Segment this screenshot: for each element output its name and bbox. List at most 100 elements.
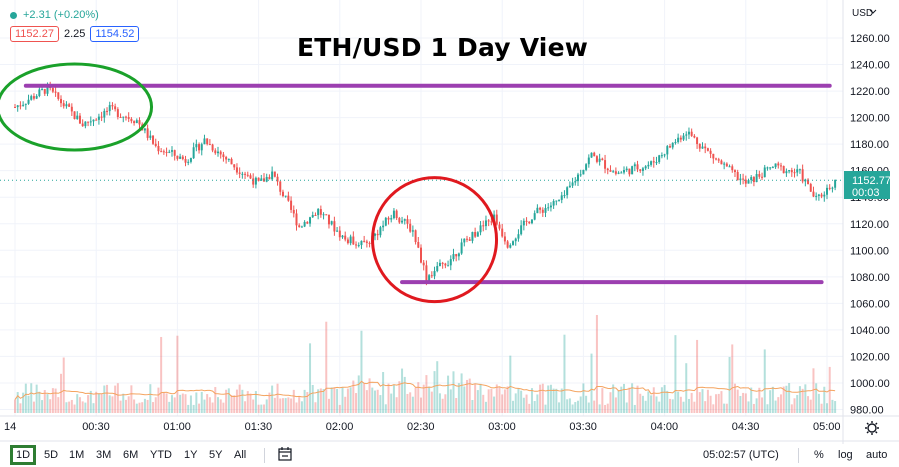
volume-bar xyxy=(322,389,325,413)
candle-body xyxy=(474,232,477,237)
candle-body xyxy=(512,241,515,246)
price-tick-label: 1060.00 xyxy=(850,298,890,310)
volume-bar xyxy=(595,314,598,413)
volume-bar xyxy=(436,361,439,413)
volume-bar xyxy=(165,393,168,413)
volume-bar xyxy=(373,390,376,413)
candle-body xyxy=(471,232,474,241)
chevron-down-icon[interactable] xyxy=(869,9,877,14)
candle-body xyxy=(165,151,168,153)
volume-bar xyxy=(568,398,571,413)
volume-bar xyxy=(244,401,247,413)
candle-body xyxy=(558,199,561,201)
time-tick-label: 01:30 xyxy=(245,421,273,433)
time-axis[interactable]: 14 00:30 01:00 01:30 02:00 02:30 03:00 03:30 04:… xyxy=(4,421,841,433)
candle-body xyxy=(593,152,596,157)
timeframe-1y-button[interactable]: 1Y xyxy=(184,449,198,461)
volume-bar xyxy=(16,392,19,413)
candle-body xyxy=(460,242,463,254)
volume-bar xyxy=(517,388,520,413)
countdown-label: 00:03 xyxy=(852,187,880,199)
volume-bar xyxy=(587,402,590,413)
calendar-range-icon[interactable] xyxy=(278,447,292,461)
volume-bar xyxy=(38,391,41,413)
volume-bar xyxy=(417,382,420,413)
utc-clock[interactable]: 05:02:57 (UTC) xyxy=(703,449,779,461)
candle-body xyxy=(35,95,38,99)
candle-body xyxy=(22,104,25,106)
candle-body xyxy=(260,178,263,181)
volume-bar xyxy=(593,400,596,413)
candle-body xyxy=(425,265,428,281)
timeframe-1d-button[interactable]: 1D xyxy=(10,445,37,465)
timeframe-5d-button[interactable]: 5D xyxy=(44,449,59,461)
volume-bar xyxy=(460,373,463,413)
volume-bar xyxy=(655,396,658,413)
volume-bar xyxy=(763,349,766,413)
candle-body xyxy=(595,156,598,162)
candle-body xyxy=(763,167,766,178)
log-scale-button[interactable]: log xyxy=(838,449,853,461)
volume-bar xyxy=(346,388,349,413)
legend-header: +2.31 (+0.20%) 1152.27 2.25 1154.52 xyxy=(10,9,140,42)
volume-bar xyxy=(57,397,60,413)
candle-body xyxy=(514,238,517,242)
candle-body xyxy=(51,88,54,92)
candle-body xyxy=(214,150,217,154)
candle-body xyxy=(103,110,106,118)
timeframe-ytd-button[interactable]: YTD xyxy=(150,449,172,461)
candle-body xyxy=(189,158,192,162)
volume-bar xyxy=(170,395,173,413)
candle-body xyxy=(549,205,552,208)
volume-bar xyxy=(690,392,693,413)
volume-bar xyxy=(206,394,209,413)
volume-bar xyxy=(114,385,117,413)
volume-bar xyxy=(330,387,333,413)
volume-bar xyxy=(815,383,818,413)
ask-price-button[interactable]: 1154.52 xyxy=(90,26,140,42)
candle-body xyxy=(19,105,22,107)
price-tick-label: 1080.00 xyxy=(850,272,890,284)
volume-bar xyxy=(479,383,482,413)
candle-body xyxy=(628,168,631,175)
volume-bar xyxy=(750,387,753,413)
candle-body xyxy=(133,121,136,124)
timeframe-3m-button[interactable]: 3M xyxy=(96,449,112,461)
volume-bar xyxy=(246,391,249,413)
candle-body xyxy=(14,106,16,108)
candle-body xyxy=(387,217,390,220)
percent-scale-button[interactable]: % xyxy=(814,449,824,461)
volume-bar xyxy=(368,378,371,413)
timeframe-all-button[interactable]: All xyxy=(234,449,247,461)
volume-bar xyxy=(143,398,146,413)
price-axis[interactable]: 980.00 1000.00 1020.00 1040.00 1060.00 1080.0… xyxy=(850,33,890,417)
candle-body xyxy=(498,224,501,229)
timeframe-5y-button[interactable]: 5Y xyxy=(209,449,223,461)
candle-body xyxy=(122,116,125,118)
time-tick-label: 01:00 xyxy=(163,421,191,433)
candle-body xyxy=(162,151,165,153)
status-dot-icon xyxy=(10,11,17,19)
candle-body xyxy=(135,120,138,124)
bid-price-button[interactable]: 1152.27 xyxy=(10,26,59,42)
timeframe-6m-button[interactable]: 6M xyxy=(123,449,139,461)
settings-gear-icon[interactable] xyxy=(865,421,879,435)
auto-scale-button[interactable]: auto xyxy=(866,449,888,461)
volume-bar xyxy=(176,335,179,413)
volume-bar xyxy=(81,401,84,413)
volume-bar xyxy=(122,393,125,413)
volume-bar xyxy=(585,395,588,413)
candle-body xyxy=(60,98,63,104)
volume-bar xyxy=(411,396,414,413)
volume-bar xyxy=(268,392,271,413)
candle-body xyxy=(652,161,655,163)
volume-bar xyxy=(501,394,504,413)
volume-bar xyxy=(444,394,447,413)
candle-body xyxy=(352,236,355,245)
candle-body xyxy=(428,275,431,281)
volume-bar xyxy=(65,402,68,413)
timeframe-1m-button[interactable]: 1M xyxy=(69,449,85,461)
candle-body xyxy=(747,180,750,184)
volume-bar xyxy=(674,335,677,413)
